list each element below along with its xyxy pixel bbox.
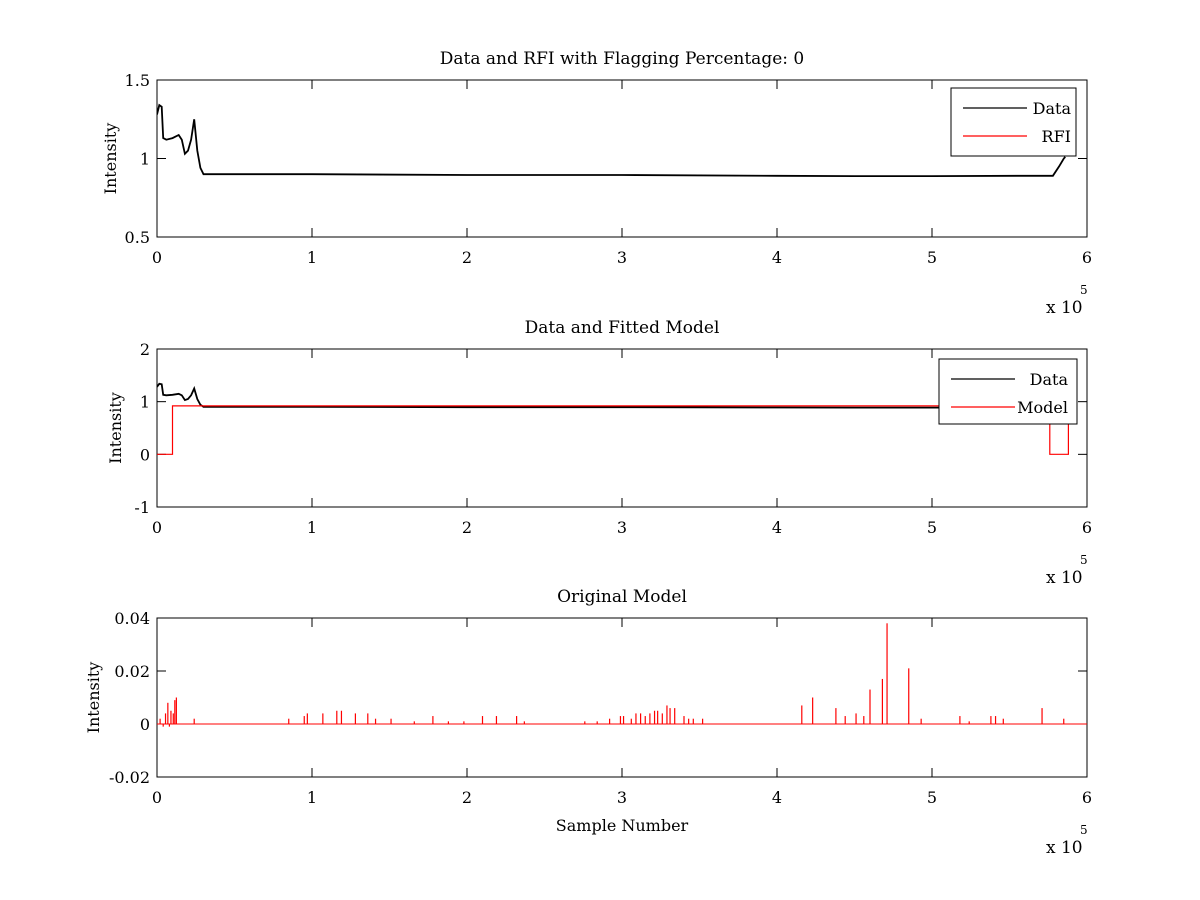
x-tick-label: 1 (307, 788, 317, 807)
y-tick-label: 2 (140, 340, 150, 359)
chart-title: Data and Fitted Model (525, 318, 720, 338)
x-tick-label: 2 (462, 788, 472, 807)
axes-box (156, 617, 1088, 778)
legend-label: Model (1017, 398, 1068, 417)
x-exponent-base: x 10 (1046, 298, 1083, 318)
x-tick-label: 5 (927, 248, 937, 267)
x-tick-label: 6 (1082, 518, 1092, 537)
y-tick-label: -1 (134, 498, 150, 517)
x-tick-label: 2 (462, 518, 472, 537)
x-tick-label: 3 (617, 518, 627, 537)
y-tick-label: 0.02 (114, 662, 150, 681)
x-tick-label: 4 (772, 518, 782, 537)
legend-label: RFI (1042, 127, 1071, 146)
chart-title: Data and RFI with Flagging Percentage: 0 (440, 49, 804, 69)
series-line-data (157, 382, 1066, 409)
x-tick-label: 1 (307, 518, 317, 537)
x-tick-label: 5 (927, 788, 937, 807)
legend-box (950, 87, 1077, 157)
y-axis-label: Intensity (84, 662, 103, 734)
x-tick-label: 3 (617, 248, 627, 267)
x-tick-label: 6 (1082, 788, 1092, 807)
series-line-data (157, 103, 1066, 178)
y-tick-label: -0.02 (109, 768, 150, 787)
y-tick-label: 1.5 (125, 71, 150, 90)
y-tick-label: 1 (140, 150, 150, 169)
x-tick-label: 1 (307, 248, 317, 267)
x-exponent-power: 5 (1080, 823, 1088, 837)
axes-box (156, 79, 1088, 238)
x-tick-label: 0 (152, 518, 162, 537)
x-tick-label: 0 (152, 248, 162, 267)
x-tick-label: 3 (617, 788, 627, 807)
x-tick-label: 4 (772, 788, 782, 807)
y-tick-label: 0.04 (114, 609, 150, 628)
x-tick-label: 4 (772, 248, 782, 267)
legend-label: Data (1030, 370, 1069, 389)
x-axis-label: Sample Number (556, 816, 689, 835)
x-tick-label: 2 (462, 248, 472, 267)
series-line-model (157, 405, 1070, 455)
y-tick-label: 0 (140, 445, 150, 464)
legend-label: Data (1033, 99, 1072, 118)
x-tick-label: 6 (1082, 248, 1092, 267)
plot-area (157, 623, 1087, 727)
x-exponent-base: x 10 (1046, 568, 1083, 588)
plot-area (157, 382, 1070, 455)
y-tick-label: 0.5 (125, 228, 150, 247)
x-exponent-power: 5 (1080, 283, 1088, 297)
x-tick-label: 0 (152, 788, 162, 807)
y-tick-label: 1 (140, 393, 150, 412)
y-tick-label: 0 (140, 715, 150, 734)
legend: Data Model (938, 358, 1078, 425)
x-tick-label: 5 (927, 518, 937, 537)
y-axis-label: Intensity (101, 123, 120, 195)
legend-box (938, 358, 1078, 425)
plot-area (157, 103, 1066, 178)
chart-title: Original Model (557, 587, 687, 607)
x-exponent-power: 5 (1080, 553, 1088, 567)
x-exponent-base: x 10 (1046, 838, 1083, 858)
legend: Data RFI (950, 87, 1077, 157)
y-axis-label: Intensity (106, 392, 125, 464)
subplot-1: 0 1 2 3 4 5 6 0.5 1 1.5 Data and RFI with Flagging… (101, 49, 1092, 318)
